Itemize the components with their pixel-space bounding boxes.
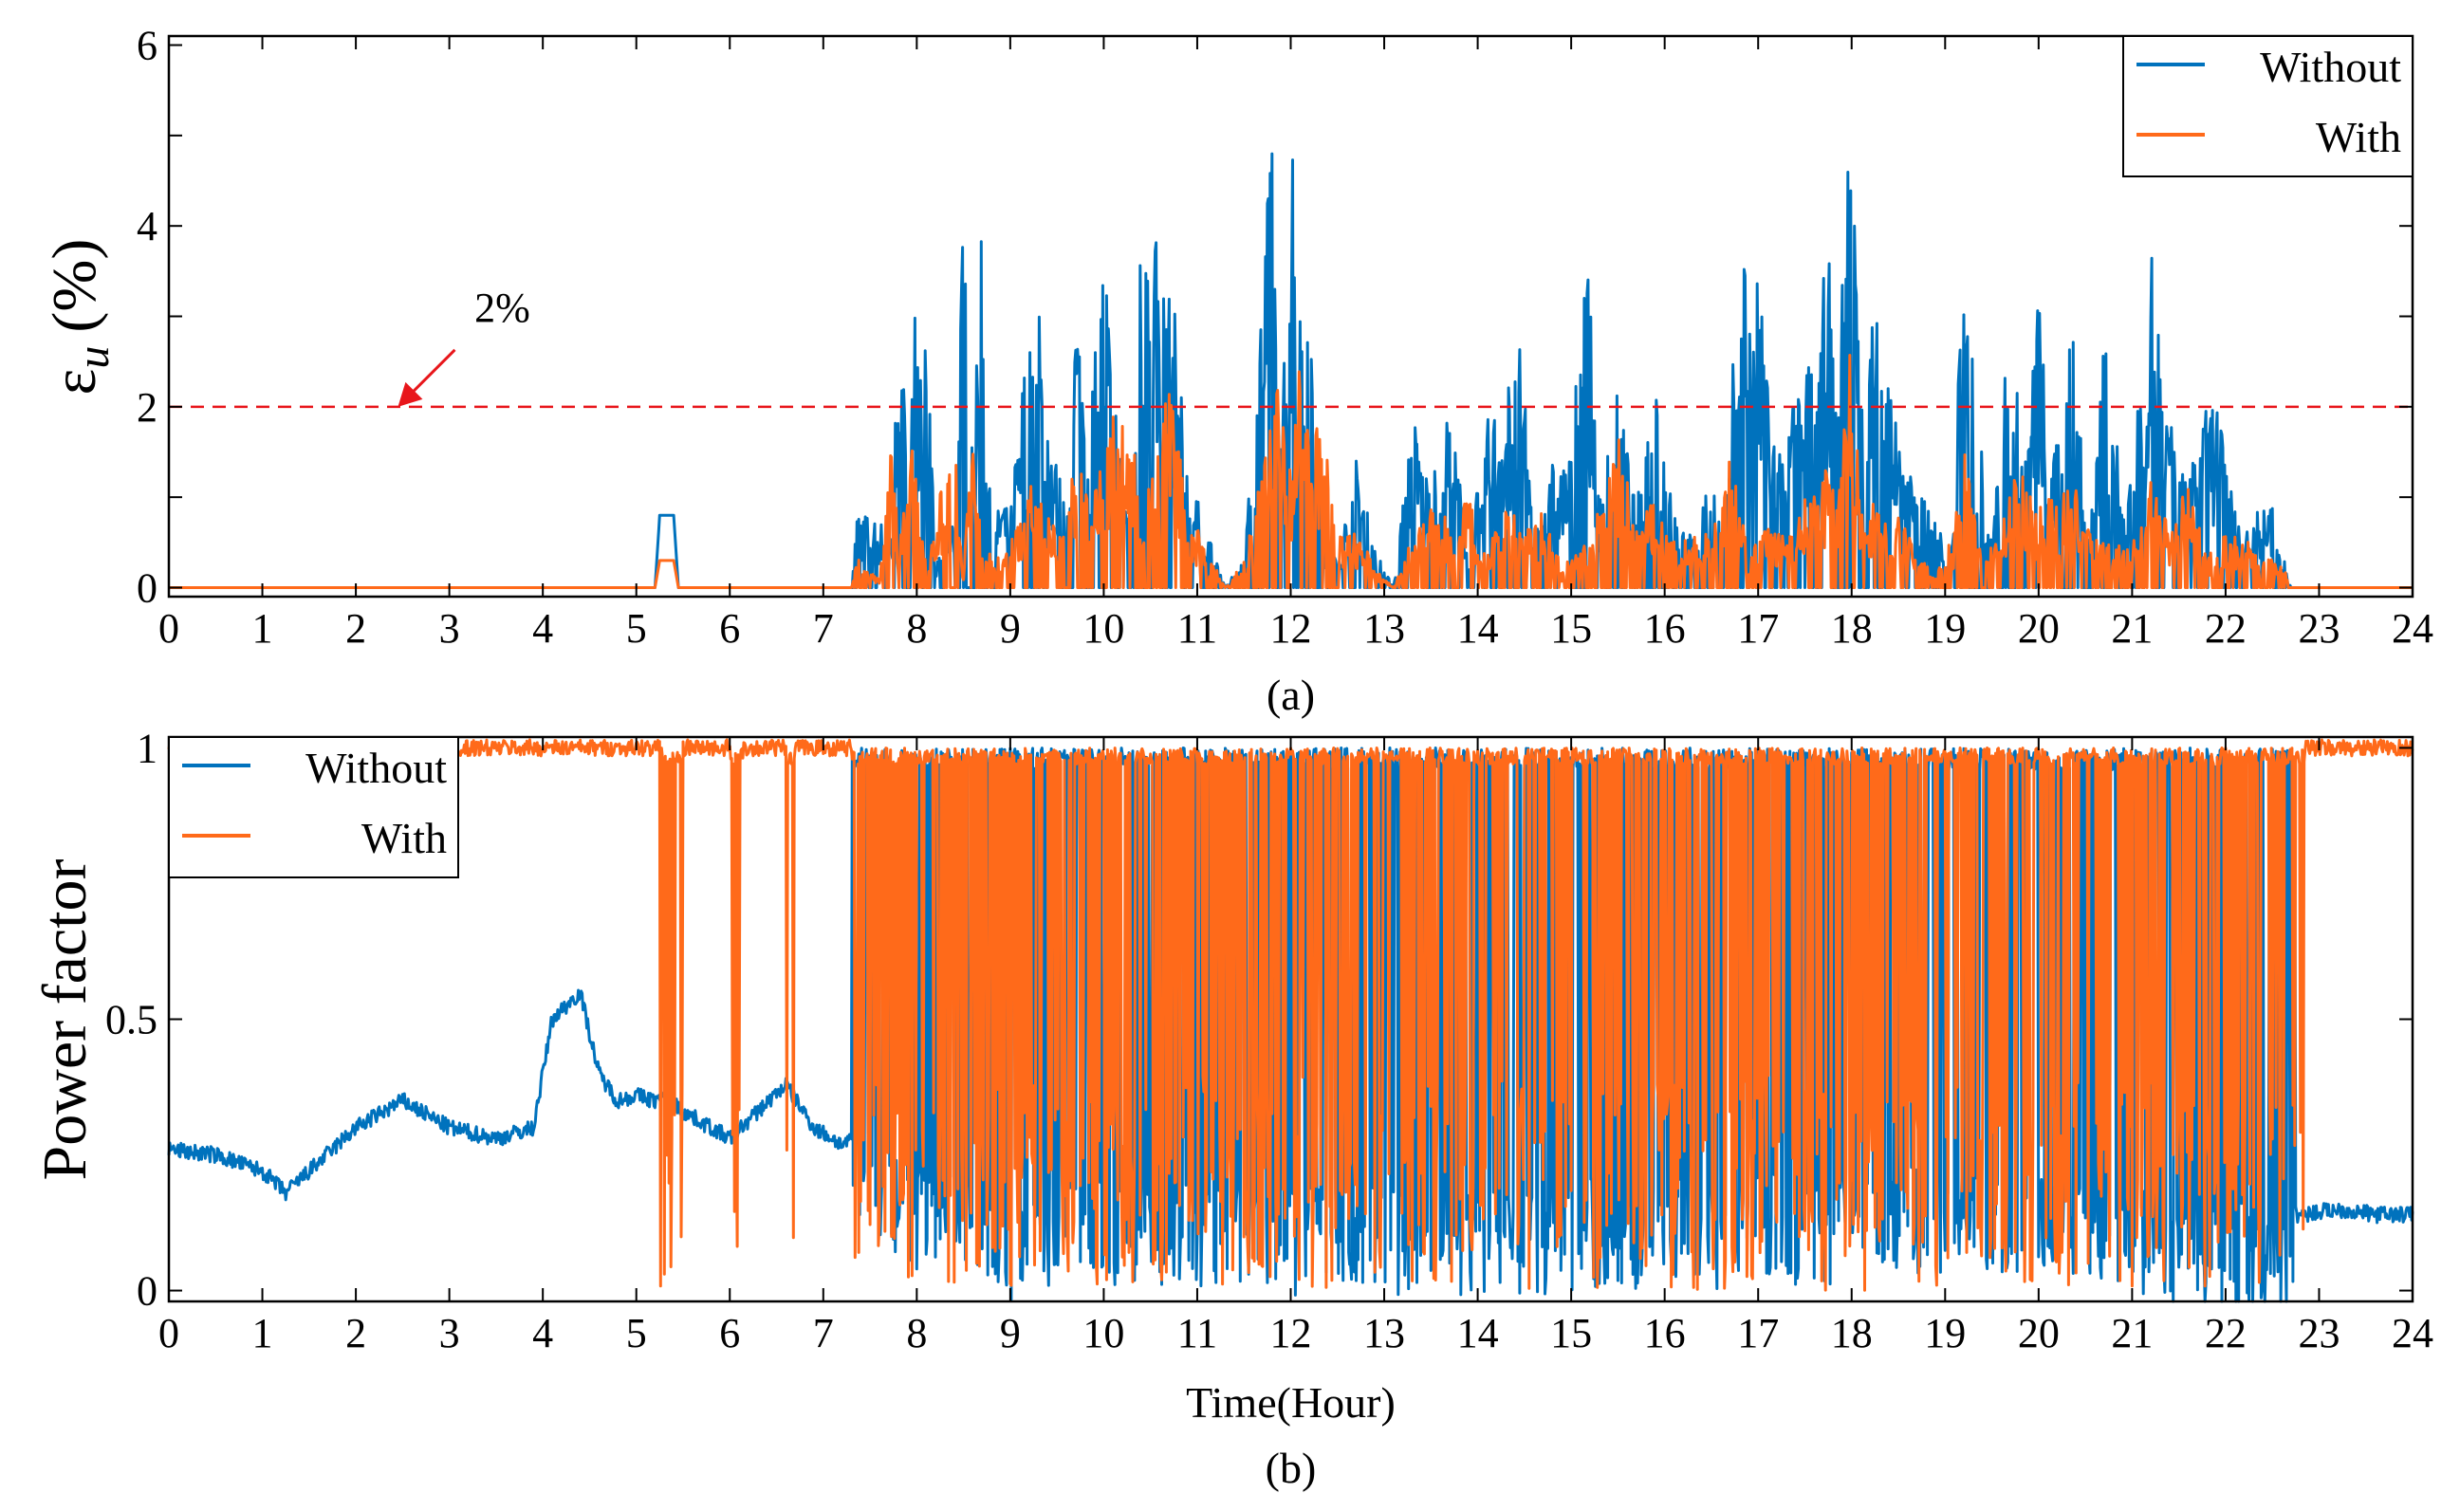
x-tick-label: 9 — [1000, 605, 1021, 652]
x-tick-label: 21 — [2111, 605, 2153, 652]
y-tick-label: 6 — [137, 23, 157, 69]
x-tick-label: 5 — [626, 605, 647, 652]
x-tick-label: 19 — [1924, 1310, 1966, 1356]
legend-box — [2122, 35, 2414, 177]
threshold-label: 2% — [474, 285, 530, 331]
x-tick-label: 12 — [1270, 605, 1312, 652]
y-tick-label: 1 — [137, 725, 157, 771]
y-axis-label-subscript: u — [68, 346, 119, 369]
threshold-arrow-head — [398, 381, 423, 407]
x-tick-label: 24 — [2392, 605, 2433, 652]
x-tick-label: 2 — [345, 1310, 366, 1356]
x-tick-label: 16 — [1644, 1310, 1686, 1356]
x-tick-label: 24 — [2392, 1310, 2433, 1356]
x-tick-label: 20 — [2018, 605, 2060, 652]
x-tick-label: 9 — [1000, 1310, 1021, 1356]
x-tick-label: 5 — [626, 1310, 647, 1356]
threshold-arrow-shaft — [406, 348, 456, 398]
x-tick-label: 8 — [906, 1310, 927, 1356]
x-tick-label: 12 — [1270, 1310, 1312, 1356]
y-axis-label-symbol: ε — [40, 369, 109, 396]
panel-b-chart: 0 1 2 3 4 5 6 7 8 9 10 11 12 13 14 15 16 17 18 19 20 21 22 23 24… — [30, 725, 2433, 1492]
x-tick-label: 6 — [719, 605, 740, 652]
x-tick-label: 18 — [1831, 605, 1873, 652]
y-tick-label: 0 — [137, 564, 157, 611]
x-tick-label: 17 — [1737, 1310, 1779, 1356]
x-tick-label: 21 — [2111, 1310, 2153, 1356]
x-tick-label: 23 — [2298, 605, 2340, 652]
x-tick-label: 11 — [1177, 605, 1217, 652]
legend-label-without: Without — [2260, 43, 2401, 91]
x-tick-label: 14 — [1457, 605, 1499, 652]
panel-a-chart: 2%0 1 2 3 4 5 6 7 8 9 10 11 12 13 14 15 16 17 18 19 20 21 22 23… — [40, 23, 2433, 719]
y-tick-label: 4 — [137, 203, 157, 249]
y-tick-label: 2 — [137, 384, 157, 431]
x-tick-label: 13 — [1363, 1310, 1405, 1356]
y-axis-label: Power factor — [30, 858, 100, 1180]
legend-label-with: With — [361, 814, 447, 862]
x-tick-label: 15 — [1550, 605, 1592, 652]
x-tick-label: 20 — [2018, 1310, 2060, 1356]
x-tick-label: 19 — [1924, 605, 1966, 652]
x-tick-label: 22 — [2205, 605, 2247, 652]
x-tick-label: 0 — [158, 605, 179, 652]
x-tick-label: 22 — [2205, 1310, 2247, 1356]
x-axis-label: Time(Hour) — [1186, 1378, 1396, 1427]
x-tick-label: 16 — [1644, 605, 1686, 652]
y-tick-label: 0 — [137, 1268, 157, 1315]
x-tick-label: 7 — [813, 1310, 834, 1356]
x-tick-label: 23 — [2298, 1310, 2340, 1356]
x-tick-label: 18 — [1831, 1310, 1873, 1356]
x-tick-label: 3 — [439, 605, 460, 652]
x-tick-label: 3 — [439, 1310, 460, 1356]
x-tick-label: 1 — [252, 605, 273, 652]
x-tick-label: 17 — [1737, 605, 1779, 652]
x-tick-label: 1 — [252, 1310, 273, 1356]
legend-label-without: Without — [305, 744, 447, 792]
x-tick-label: 15 — [1550, 1310, 1592, 1356]
x-tick-label: 7 — [813, 605, 834, 652]
legend-box — [168, 736, 459, 878]
panel-label: (b) — [1266, 1444, 1317, 1492]
y-axis-label: εu (%) — [40, 239, 119, 396]
x-tick-label: 2 — [345, 605, 366, 652]
x-tick-label: 6 — [719, 1310, 740, 1356]
y-tick-label: 0.5 — [105, 997, 157, 1043]
x-tick-label: 14 — [1457, 1310, 1499, 1356]
x-tick-label: 4 — [532, 1310, 553, 1356]
x-tick-label: 0 — [158, 1310, 179, 1356]
y-axis-label-unit: (%) — [40, 239, 109, 333]
x-tick-label: 4 — [532, 605, 553, 652]
x-tick-label: 10 — [1082, 1310, 1124, 1356]
x-tick-label: 8 — [906, 605, 927, 652]
panel-label: (a) — [1267, 671, 1315, 719]
legend-label-with: With — [2316, 113, 2401, 161]
x-tick-label: 11 — [1177, 1310, 1217, 1356]
x-tick-label: 10 — [1082, 605, 1124, 652]
x-tick-label: 13 — [1363, 605, 1405, 652]
